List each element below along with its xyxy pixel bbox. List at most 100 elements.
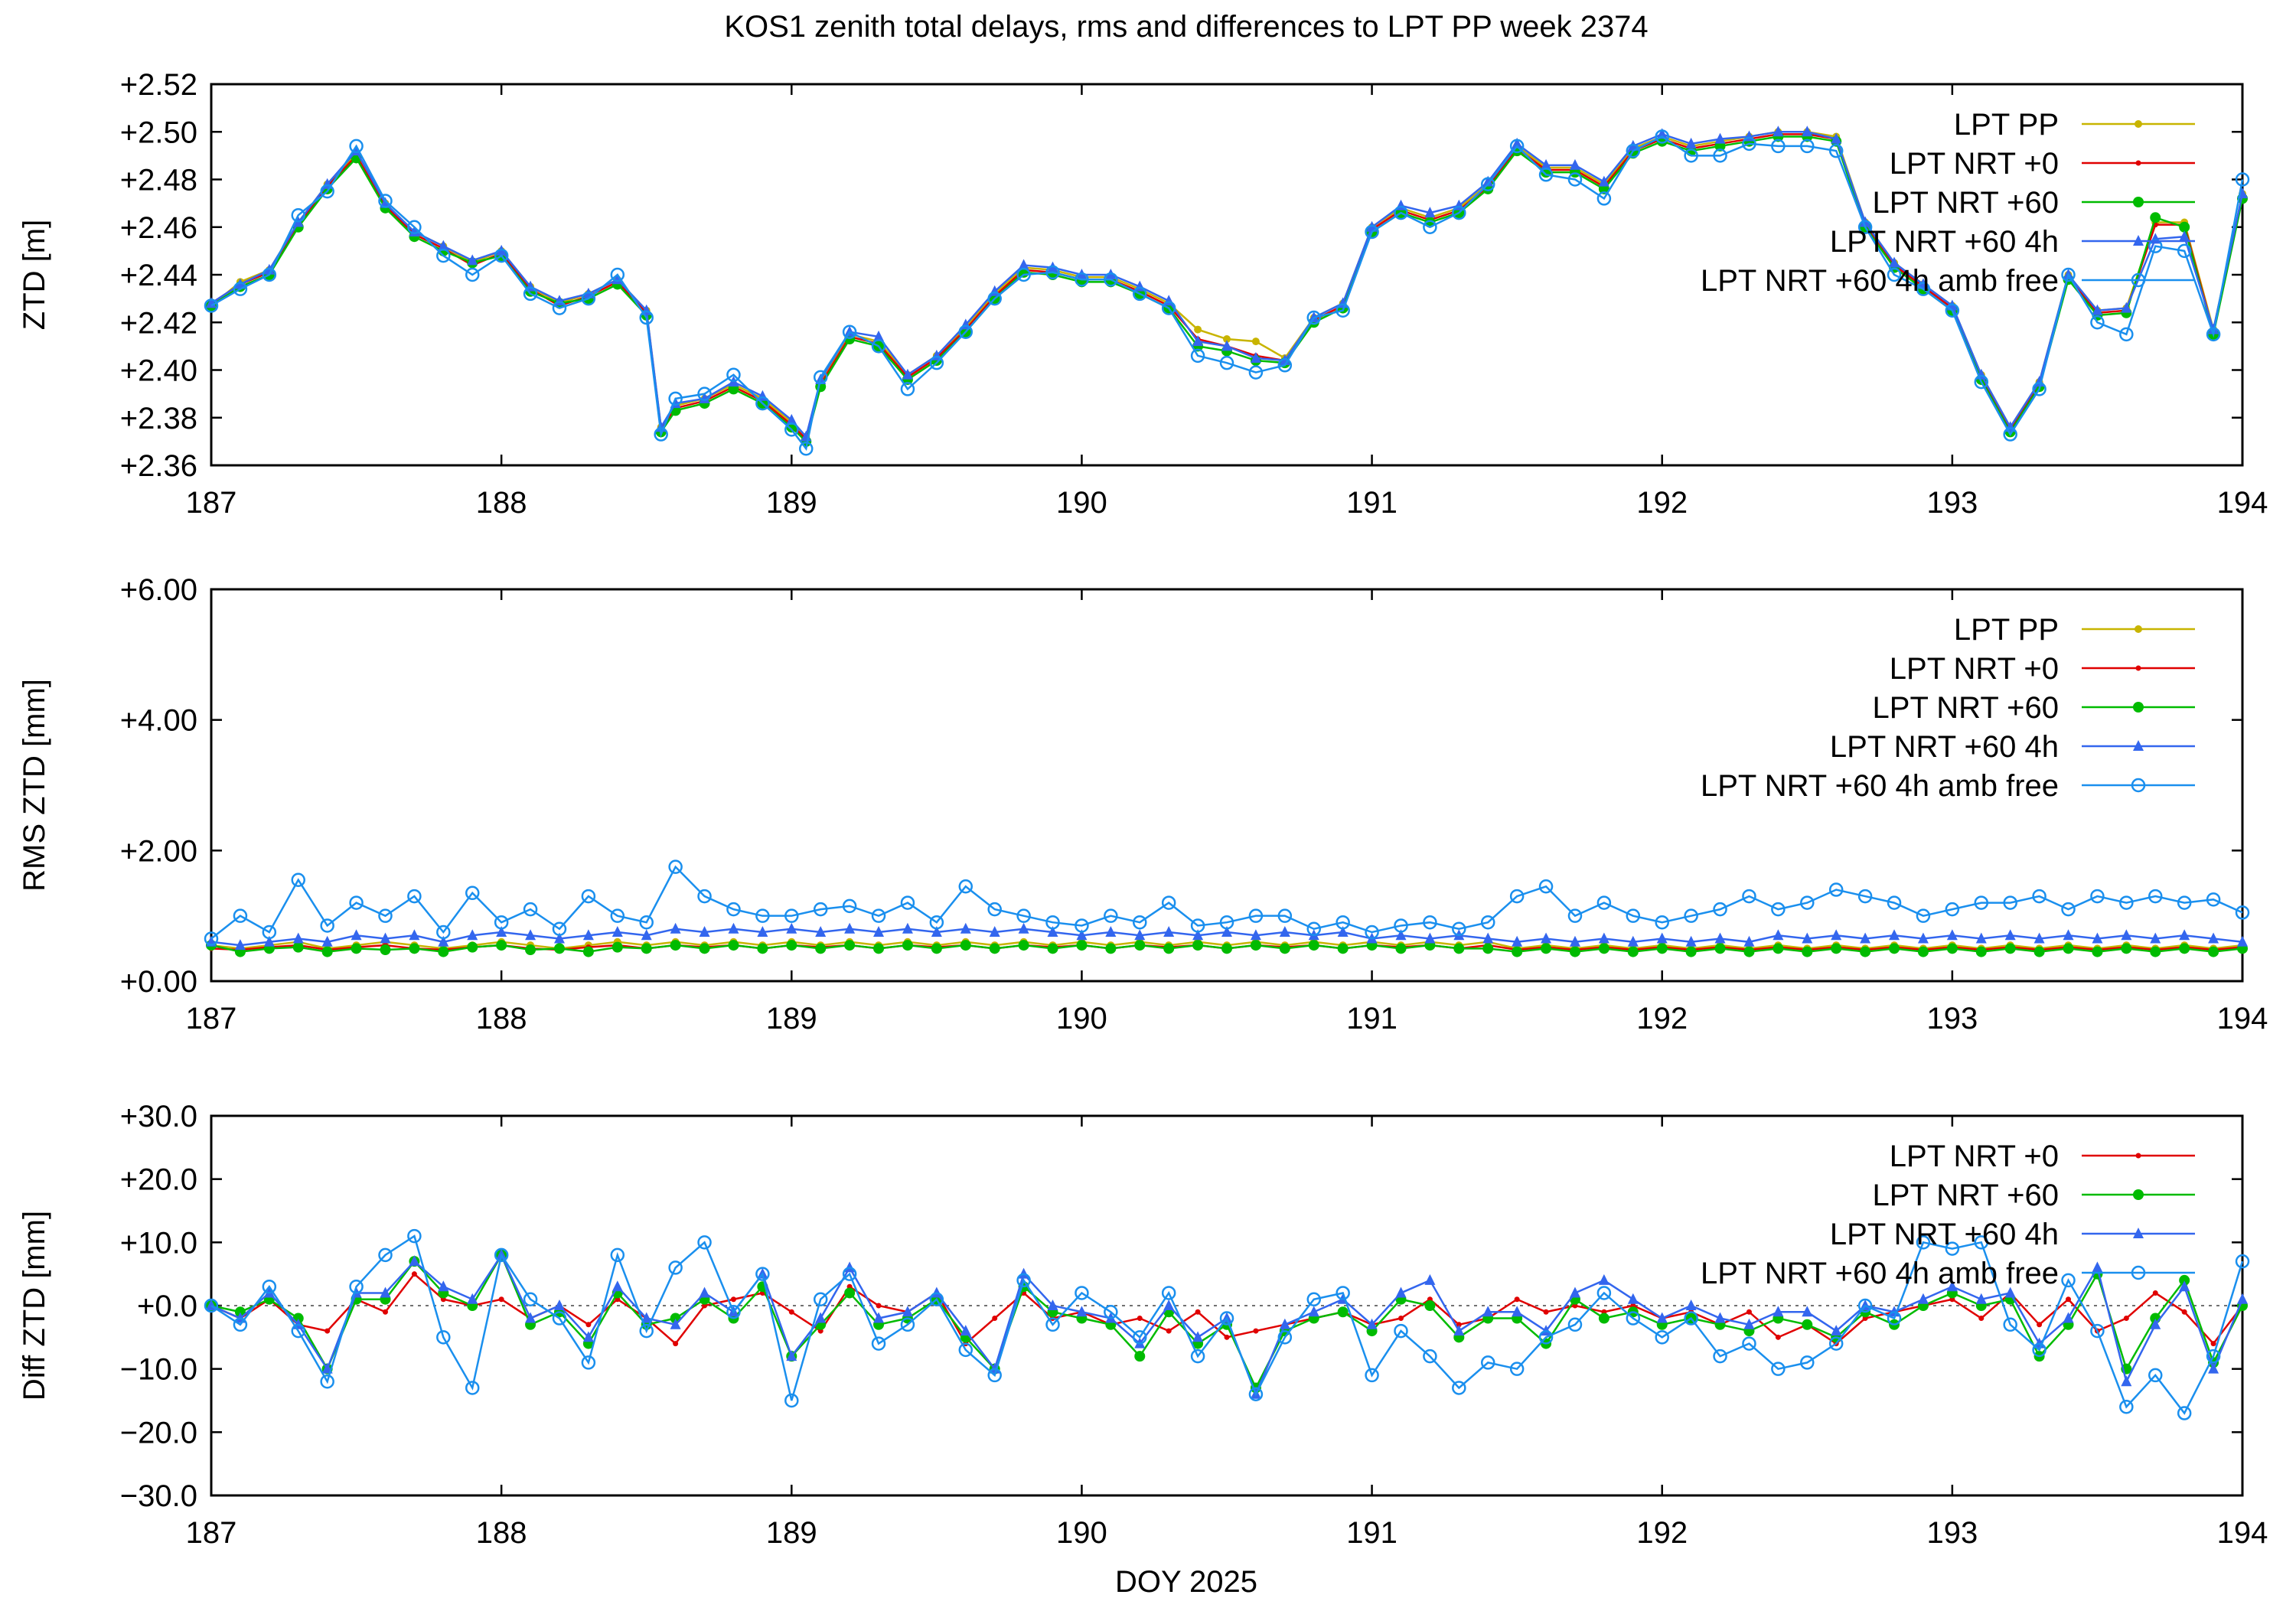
data-point xyxy=(1018,259,1029,270)
data-point xyxy=(1800,895,1815,910)
legend-label: LPT NRT +60 4h amb free xyxy=(1701,769,2059,803)
data-point xyxy=(1251,338,1260,346)
data-point xyxy=(523,1292,538,1306)
data-point xyxy=(813,370,828,385)
data-point xyxy=(1975,932,1987,944)
data-point xyxy=(1194,325,1202,334)
data-point xyxy=(1480,1355,1495,1370)
data-point xyxy=(871,1336,886,1351)
data-point xyxy=(2063,1312,2074,1323)
data-point xyxy=(1887,895,1902,910)
data-point xyxy=(1253,1328,1259,1334)
data-point xyxy=(438,935,449,947)
data-point xyxy=(1743,935,1755,947)
data-point xyxy=(726,367,741,382)
data-point xyxy=(668,1260,683,1275)
data-point xyxy=(380,197,391,208)
data-point xyxy=(2032,889,2047,904)
data-point xyxy=(1224,1334,1230,1340)
data-point xyxy=(438,240,449,251)
y-tick-label: +30.0 xyxy=(120,1100,197,1133)
data-point xyxy=(2032,382,2047,396)
x-tick-label: 190 xyxy=(1056,1002,1107,1035)
data-point xyxy=(2177,895,2192,910)
data-point xyxy=(1134,940,1146,951)
data-point xyxy=(1045,1317,1060,1332)
legend-label: LPT NRT +60 4h amb free xyxy=(1701,264,2059,298)
data-point xyxy=(641,1312,652,1323)
legend-swatch-marker xyxy=(2133,197,2144,207)
data-point xyxy=(2235,172,2250,187)
data-point xyxy=(1831,929,1842,941)
y-tick-label: +2.48 xyxy=(120,164,197,197)
data-point xyxy=(784,908,799,923)
data-point xyxy=(351,943,362,954)
data-point xyxy=(1509,1362,1525,1376)
data-point xyxy=(844,922,856,934)
data-point xyxy=(581,1355,596,1370)
x-tick-label: 191 xyxy=(1346,486,1397,520)
data-point xyxy=(1192,929,1204,941)
data-point xyxy=(1655,1330,1669,1345)
y-axis-label: ZTD [m] xyxy=(18,220,51,330)
series-lpt-nrt-60-4h xyxy=(206,922,2248,951)
data-point xyxy=(1219,1311,1234,1326)
data-point xyxy=(873,943,885,954)
data-point xyxy=(958,879,974,894)
data-point xyxy=(1656,932,1668,944)
legend: LPT PP LPT NRT +0 LPT NRT +60 LPT NRT +60 4… xyxy=(1701,613,2195,803)
data-point xyxy=(1541,1325,1552,1336)
data-point xyxy=(1627,1293,1639,1304)
data-point xyxy=(1684,148,1698,163)
data-point xyxy=(1857,889,1873,904)
data-point xyxy=(321,946,333,957)
x-tick-label: 192 xyxy=(1636,486,1688,520)
data-point xyxy=(349,1279,364,1294)
legend-swatch-marker xyxy=(2135,1153,2141,1159)
data-point xyxy=(1627,946,1639,957)
data-point xyxy=(1802,126,1813,137)
data-point xyxy=(1860,932,1871,944)
data-point xyxy=(1105,926,1117,937)
data-point xyxy=(612,941,623,953)
data-point xyxy=(1773,943,1784,954)
data-point xyxy=(1598,932,1609,944)
data-point xyxy=(1365,224,1379,240)
y-tick-label: +2.38 xyxy=(120,402,197,435)
data-point xyxy=(726,1305,741,1319)
data-point xyxy=(1860,946,1871,957)
data-point xyxy=(320,184,334,199)
data-point xyxy=(1916,1235,1931,1250)
data-point xyxy=(378,908,393,923)
data-point xyxy=(929,355,944,370)
data-point xyxy=(1366,1318,1378,1329)
data-point xyxy=(1105,943,1117,954)
data-point xyxy=(2177,1406,2192,1420)
data-point xyxy=(2179,1274,2190,1286)
data-point xyxy=(1773,929,1784,941)
x-tick-label: 194 xyxy=(2217,1002,2268,1035)
data-point xyxy=(496,940,507,951)
x-tick-label: 188 xyxy=(476,1516,527,1550)
data-point xyxy=(234,939,246,951)
data-point xyxy=(1394,918,1408,933)
data-point xyxy=(612,1280,623,1292)
data-point xyxy=(2177,243,2192,259)
data-point xyxy=(1133,915,1147,930)
data-point xyxy=(378,194,393,208)
data-point xyxy=(1538,879,1554,894)
data-point xyxy=(1946,929,1958,941)
data-point xyxy=(1569,946,1580,957)
y-tick-label: +2.52 xyxy=(120,68,197,102)
data-point xyxy=(728,940,739,951)
data-point xyxy=(465,267,480,282)
data-point xyxy=(784,1393,799,1408)
panel-1: +2.36 +2.38 +2.40 +2.42 +2.44 +2.46 +2.48 +2.50… xyxy=(18,68,2268,520)
data-point xyxy=(409,929,420,941)
data-point xyxy=(1423,1348,1437,1364)
data-point xyxy=(436,248,451,263)
data-point xyxy=(1424,932,1436,944)
data-point xyxy=(585,1322,592,1328)
data-point xyxy=(1423,915,1437,930)
